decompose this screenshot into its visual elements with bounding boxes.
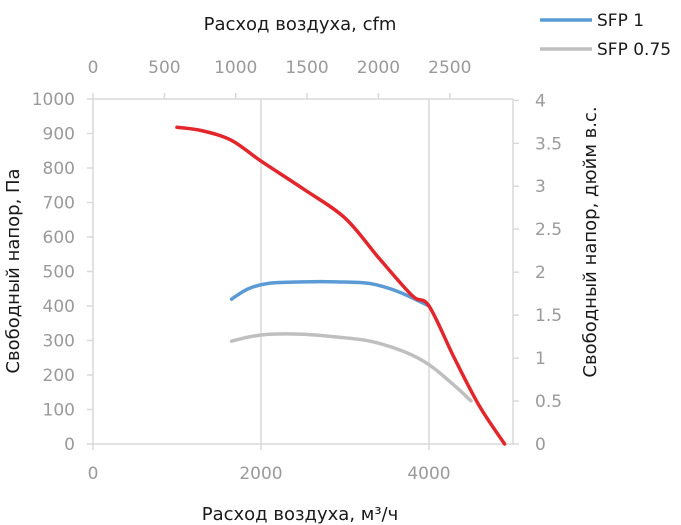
series-line-sfp-1 bbox=[229, 279, 431, 308]
x2-tick-label: 500 bbox=[148, 58, 180, 78]
legend-label: SFP 1 bbox=[597, 11, 644, 31]
y-tick-label: 200 bbox=[43, 366, 75, 386]
series-line-sfp-0-75 bbox=[229, 332, 473, 403]
x2-tick-label: 2500 bbox=[428, 58, 471, 78]
x2-axis-title: Расход воздуха, cfm bbox=[204, 14, 397, 35]
x-tick-label: 2000 bbox=[239, 464, 282, 484]
y2-tick-label: 4 bbox=[535, 91, 546, 111]
y2-tick-label: 2.5 bbox=[535, 220, 562, 240]
y-tick-label: 0 bbox=[64, 435, 75, 455]
x2-tick-label: 0 bbox=[88, 58, 99, 78]
y2-tick-label: 1 bbox=[535, 349, 546, 369]
y-tick-label: 300 bbox=[43, 332, 75, 352]
series-line-fan-curve bbox=[175, 125, 507, 446]
y-tick-label: 400 bbox=[43, 297, 75, 317]
y-tick-label: 700 bbox=[43, 194, 75, 214]
y-tick-label: 500 bbox=[43, 263, 75, 283]
y-tick-label: 600 bbox=[43, 228, 75, 248]
y2-tick-label: 2 bbox=[535, 263, 546, 283]
y-tick-label: 900 bbox=[43, 125, 75, 145]
y-tick-label: 1000 bbox=[32, 90, 75, 110]
axes bbox=[87, 93, 519, 450]
y-tick-label: 100 bbox=[43, 401, 75, 421]
y2-tick-label: 0.5 bbox=[535, 392, 562, 412]
series-lines bbox=[175, 125, 507, 446]
legend-label: SFP 0.75 bbox=[597, 40, 671, 60]
y2-tick-label: 1.5 bbox=[535, 306, 562, 326]
tick-labels: 0100200300400500600700800900100000.511.5… bbox=[32, 58, 562, 484]
y-tick-label: 800 bbox=[43, 159, 75, 179]
y2-tick-label: 3 bbox=[535, 177, 546, 197]
gridlines bbox=[260, 99, 430, 444]
legend: SFP 1 SFP 0.75 bbox=[540, 11, 671, 60]
x-axis-title: Расход воздуха, м³/ч bbox=[202, 504, 399, 525]
y2-axis-title: Свободный напор, дюйм в.с. bbox=[580, 106, 601, 377]
x-tick-label: 0 bbox=[88, 464, 99, 484]
x2-tick-label: 2000 bbox=[357, 58, 400, 78]
x2-tick-label: 1500 bbox=[285, 58, 328, 78]
y2-tick-label: 0 bbox=[535, 435, 546, 455]
y2-tick-label: 3.5 bbox=[535, 134, 562, 154]
x-tick-label: 4000 bbox=[407, 464, 450, 484]
x2-tick-label: 1000 bbox=[214, 58, 257, 78]
y-axis-title: Свободный напор, Па bbox=[3, 168, 24, 373]
